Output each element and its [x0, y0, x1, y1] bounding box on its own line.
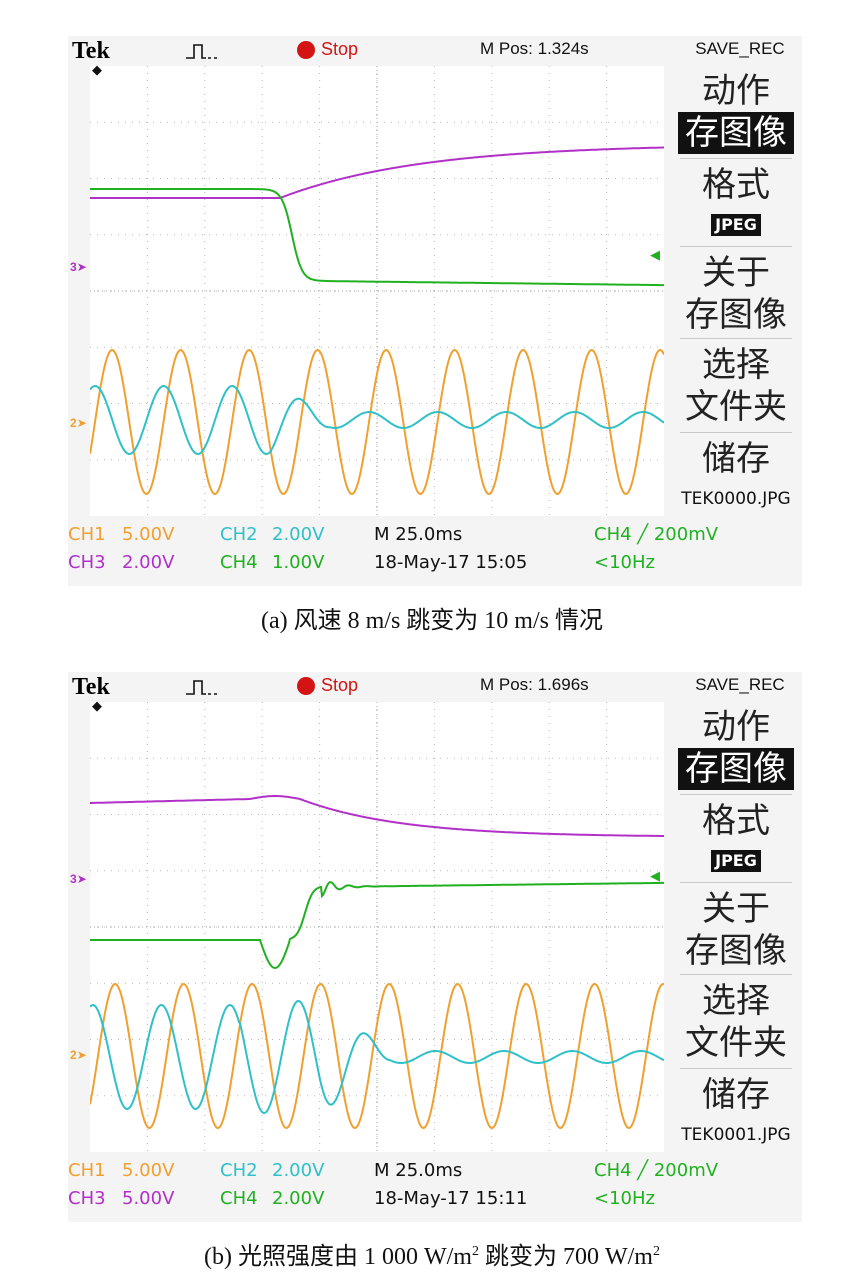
scope-top-bar: Tek Stop M Pos: 1.324s SAVE_REC [68, 36, 802, 66]
trigger-setting: CH4 ╱ 200mV [594, 524, 719, 545]
ch4-scale: 1.00V [272, 552, 325, 573]
ch1-scale: 5.00V [122, 1160, 175, 1181]
trigger-position-pointer-icon: ◆ [92, 698, 102, 713]
menu-divider [680, 432, 792, 433]
side-menu: 动作 存图像 格式 JPEG 关于 存图像 选择 文件夹 储存 TEK0000.… [674, 66, 798, 516]
menu-divider [680, 338, 792, 339]
menu-format-value: JPEG [711, 850, 761, 872]
menu-title: SAVE_REC [695, 39, 785, 58]
ch4-label: CH4 [220, 1188, 258, 1209]
ch3-scale: 5.00V [122, 1188, 175, 1209]
menu-divider [680, 794, 792, 795]
stop-indicator-icon [297, 677, 315, 695]
run-state-label: Stop [321, 39, 359, 59]
brand-logo: Tek [72, 674, 110, 700]
ch1-label: CH1 [68, 1160, 106, 1181]
channel-status-bar: CH1 5.00V CH2 2.00V M 25.0ms CH4 ╱ 200mV… [68, 1154, 802, 1222]
ch2-scale: 2.00V [272, 1160, 325, 1181]
menu-divider [680, 974, 792, 975]
trigger-setting: CH4 ╱ 200mV [594, 1160, 719, 1181]
menu-action: 动作 [702, 707, 770, 747]
menu-divider [680, 1068, 792, 1069]
acquisition-pulse-icon [186, 680, 217, 695]
menu-save-image-button[interactable]: 存图像 [678, 112, 794, 154]
ch2-ground-marker: 2➤ [70, 1048, 87, 1062]
run-state-label: Stop [321, 675, 359, 695]
menu-format-button[interactable]: 格式 [702, 801, 770, 841]
ch4-label: CH4 [220, 552, 258, 573]
graticule [90, 702, 664, 1152]
menu-store-button[interactable]: 储存 [702, 439, 770, 479]
scope-top-bar: Tek Stop M Pos: 1.696s SAVE_REC [68, 672, 802, 702]
trigger-frequency: <10Hz [594, 552, 655, 573]
menu-format-button[interactable]: 格式 [702, 165, 770, 205]
ch3-label: CH3 [68, 1188, 106, 1209]
horizontal-position-readout: M Pos: 1.696s [480, 675, 589, 694]
menu-select-folder-line2[interactable]: 文件夹 [685, 1023, 787, 1063]
menu-store-button[interactable]: 储存 [702, 1075, 770, 1115]
menu-about-button-line1[interactable]: 关于 [702, 889, 770, 929]
menu-format-value: JPEG [711, 214, 761, 236]
ch1-trace [90, 348, 664, 496]
ch4-scale: 2.00V [272, 1188, 325, 1209]
menu-about-button-line2[interactable]: 存图像 [685, 295, 787, 335]
timebase: M 25.0ms [374, 524, 463, 545]
ch2-scale: 2.00V [272, 524, 325, 545]
channel-status-bar: CH1 5.00V CH2 2.00V M 25.0ms CH4 ╱ 200mV… [68, 518, 802, 586]
figure-caption-a: (a) 风速 8 m/s 跳变为 10 m/s 情况 [261, 608, 603, 634]
menu-save-image-button[interactable]: 存图像 [678, 748, 794, 790]
ch3-ground-marker: 3➤ [70, 872, 87, 886]
horizontal-position-readout: M Pos: 1.324s [480, 39, 589, 58]
ch3-scale: 2.00V [122, 552, 175, 573]
ch2-ground-marker: 2➤ [70, 416, 87, 430]
stop-indicator-icon [297, 41, 315, 59]
ch1-label: CH1 [68, 524, 106, 545]
trigger-level-pointer-icon: ◀ [650, 868, 660, 883]
menu-divider [680, 158, 792, 159]
ch3-ground-marker: 3➤ [70, 260, 87, 274]
ch3-trace [90, 795, 664, 837]
menu-select-folder-line1[interactable]: 选择 [702, 345, 770, 385]
side-menu: 动作 存图像 格式 JPEG 关于 存图像 选择 文件夹 储存 TEK0001.… [674, 702, 798, 1152]
ch2-trace [90, 999, 664, 1115]
menu-select-folder-line1[interactable]: 选择 [702, 981, 770, 1021]
menu-filename: TEK0001.JPG [681, 1125, 791, 1145]
menu-title: SAVE_REC [695, 675, 785, 694]
trigger-level-pointer-icon: ◀ [650, 247, 660, 262]
timebase: M 25.0ms [374, 1160, 463, 1181]
ch2-label: CH2 [220, 1160, 258, 1181]
ch1-scale: 5.00V [122, 524, 175, 545]
menu-filename: TEK0000.JPG [681, 489, 791, 509]
acquisition-pulse-icon [186, 44, 217, 59]
ch1-trace [90, 982, 664, 1130]
ch2-label: CH2 [220, 524, 258, 545]
datetime: 18-May-17 15:05 [374, 552, 528, 573]
menu-divider [680, 246, 792, 247]
ch4-trace [90, 881, 664, 970]
menu-action: 动作 [702, 71, 770, 111]
figure-caption-b: (b) 光照强度由 1 000 W/m2 跳变为 700 W/m2 [204, 1244, 660, 1270]
trigger-position-pointer-icon: ◆ [92, 62, 102, 77]
menu-about-button-line1[interactable]: 关于 [702, 253, 770, 293]
brand-logo: Tek [72, 38, 110, 64]
trigger-frequency: <10Hz [594, 1188, 655, 1209]
menu-about-button-line2[interactable]: 存图像 [685, 931, 787, 971]
oscilloscope-panel-b: Tek Stop M Pos: 1.696s SAVE_REC ◆ 3➤ 2➤ … [68, 672, 802, 1222]
menu-divider [680, 882, 792, 883]
ch3-label: CH3 [68, 552, 106, 573]
waveform-screen: ◆ 3➤ 2➤ ◀ [70, 62, 664, 516]
graticule [90, 66, 664, 516]
ch2-trace [90, 384, 664, 456]
datetime: 18-May-17 15:11 [374, 1188, 528, 1209]
waveform-screen: ◆ 3➤ 2➤ ◀ [70, 698, 664, 1152]
oscilloscope-panel-a: Tek Stop M Pos: 1.324s SAVE_REC ◆ 3➤ 2➤ … [68, 36, 802, 586]
menu-select-folder-line2[interactable]: 文件夹 [685, 387, 787, 427]
ch4-trace [90, 188, 664, 287]
ch3-trace [90, 146, 664, 199]
